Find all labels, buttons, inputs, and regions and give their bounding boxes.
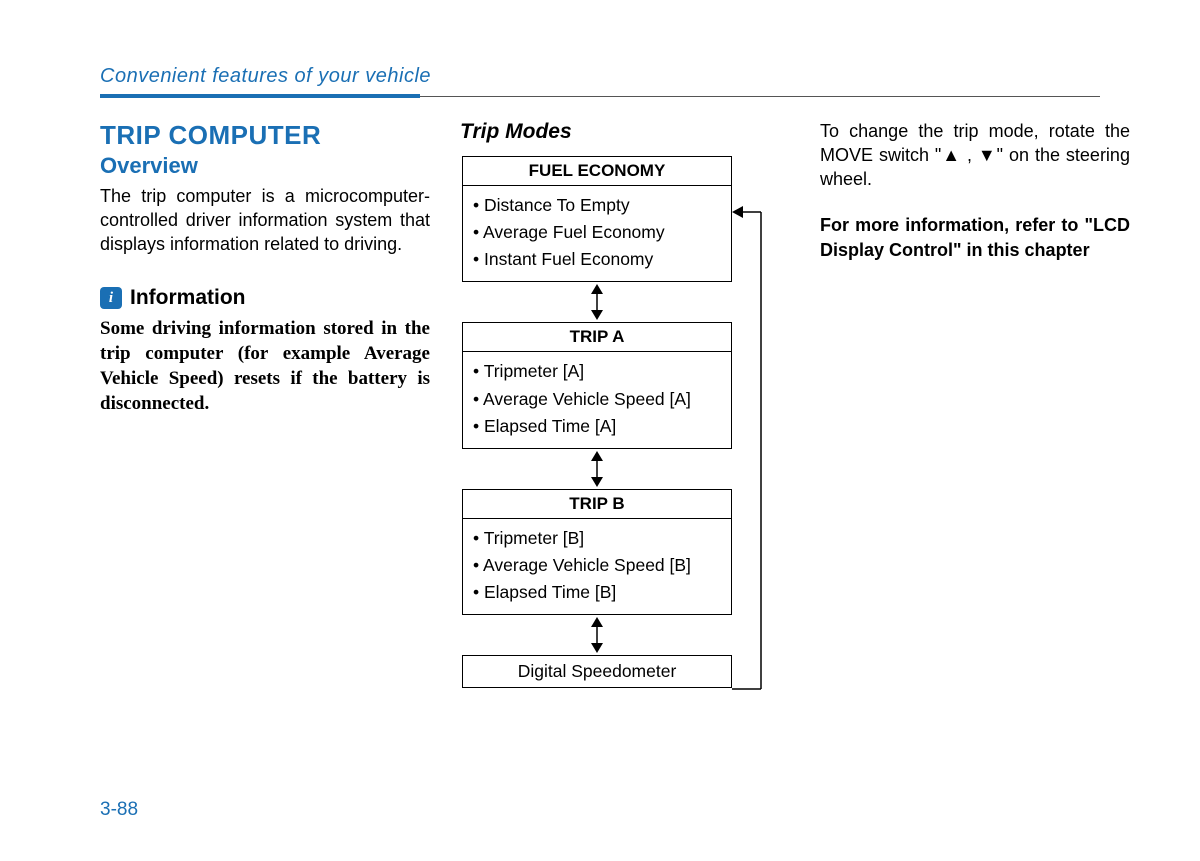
mode-header: TRIP A — [463, 323, 731, 352]
information-heading-row: i Information — [100, 286, 430, 310]
column-middle: Trip Modes FUEL ECONOMY • Distance To Em… — [460, 120, 790, 688]
section-title: TRIP COMPUTER — [100, 120, 430, 151]
trip-modes-diagram: FUEL ECONOMY • Distance To Empty • Avera… — [462, 156, 752, 688]
running-head: Convenient features of your vehicle — [100, 65, 1100, 88]
header-rule — [100, 94, 1100, 98]
mode-item: • Tripmeter [A] — [473, 358, 721, 385]
trip-modes-heading: Trip Modes — [460, 120, 790, 144]
connector-double-arrow — [462, 615, 732, 655]
mode-item: • Elapsed Time [A] — [473, 413, 721, 440]
mode-items: • Tripmeter [B] • Average Vehicle Speed … — [463, 519, 731, 614]
mode-item: • Instant Fuel Economy — [473, 246, 721, 273]
information-body: Some driving information stored in the t… — [100, 316, 430, 416]
mode-box-fuel-economy: FUEL ECONOMY • Distance To Empty • Avera… — [462, 156, 732, 282]
rule-thin — [420, 96, 1100, 97]
mode-item: • Distance To Empty — [473, 192, 721, 219]
mode-item: • Average Vehicle Speed [B] — [473, 552, 721, 579]
column-right: To change the trip mode, rotate the MOVE… — [820, 120, 1130, 688]
mode-header: TRIP B — [463, 490, 731, 519]
info-icon: i — [100, 287, 122, 309]
mode-item: • Average Fuel Economy — [473, 219, 721, 246]
loop-arrow — [716, 192, 771, 712]
page-number: 3-88 — [100, 799, 138, 821]
content-columns: TRIP COMPUTER Overview The trip computer… — [100, 120, 1100, 688]
mode-box-trip-b: TRIP B • Tripmeter [B] • Average Vehicle… — [462, 489, 732, 615]
column-left: TRIP COMPUTER Overview The trip computer… — [100, 120, 430, 688]
connector-double-arrow — [462, 449, 732, 489]
mode-item: • Tripmeter [B] — [473, 525, 721, 552]
rule-blue — [100, 94, 420, 98]
cross-reference: For more information, refer to "LCD Disp… — [820, 213, 1130, 262]
mode-box-trip-a: TRIP A • Tripmeter [A] • Average Vehicle… — [462, 322, 732, 448]
down-triangle-icon: ▼ — [978, 145, 997, 165]
overview-heading: Overview — [100, 153, 430, 179]
connector-double-arrow — [462, 282, 732, 322]
mode-items: • Tripmeter [A] • Average Vehicle Speed … — [463, 352, 731, 447]
mode-box-digital-speedometer: Digital Speedometer — [462, 655, 732, 688]
mode-items: • Distance To Empty • Average Fuel Econo… — [463, 186, 731, 281]
overview-body: The trip computer is a microcomputer-con… — [100, 185, 430, 256]
up-triangle-icon: ▲ — [941, 145, 961, 165]
information-label: Information — [130, 286, 246, 310]
manual-page: Convenient features of your vehicle TRIP… — [0, 0, 1200, 861]
mode-change-instruction: To change the trip mode, rotate the MOVE… — [820, 120, 1130, 191]
mode-header: FUEL ECONOMY — [463, 157, 731, 186]
mode-item: • Elapsed Time [B] — [473, 579, 721, 606]
mode-item: • Average Vehicle Speed [A] — [473, 386, 721, 413]
